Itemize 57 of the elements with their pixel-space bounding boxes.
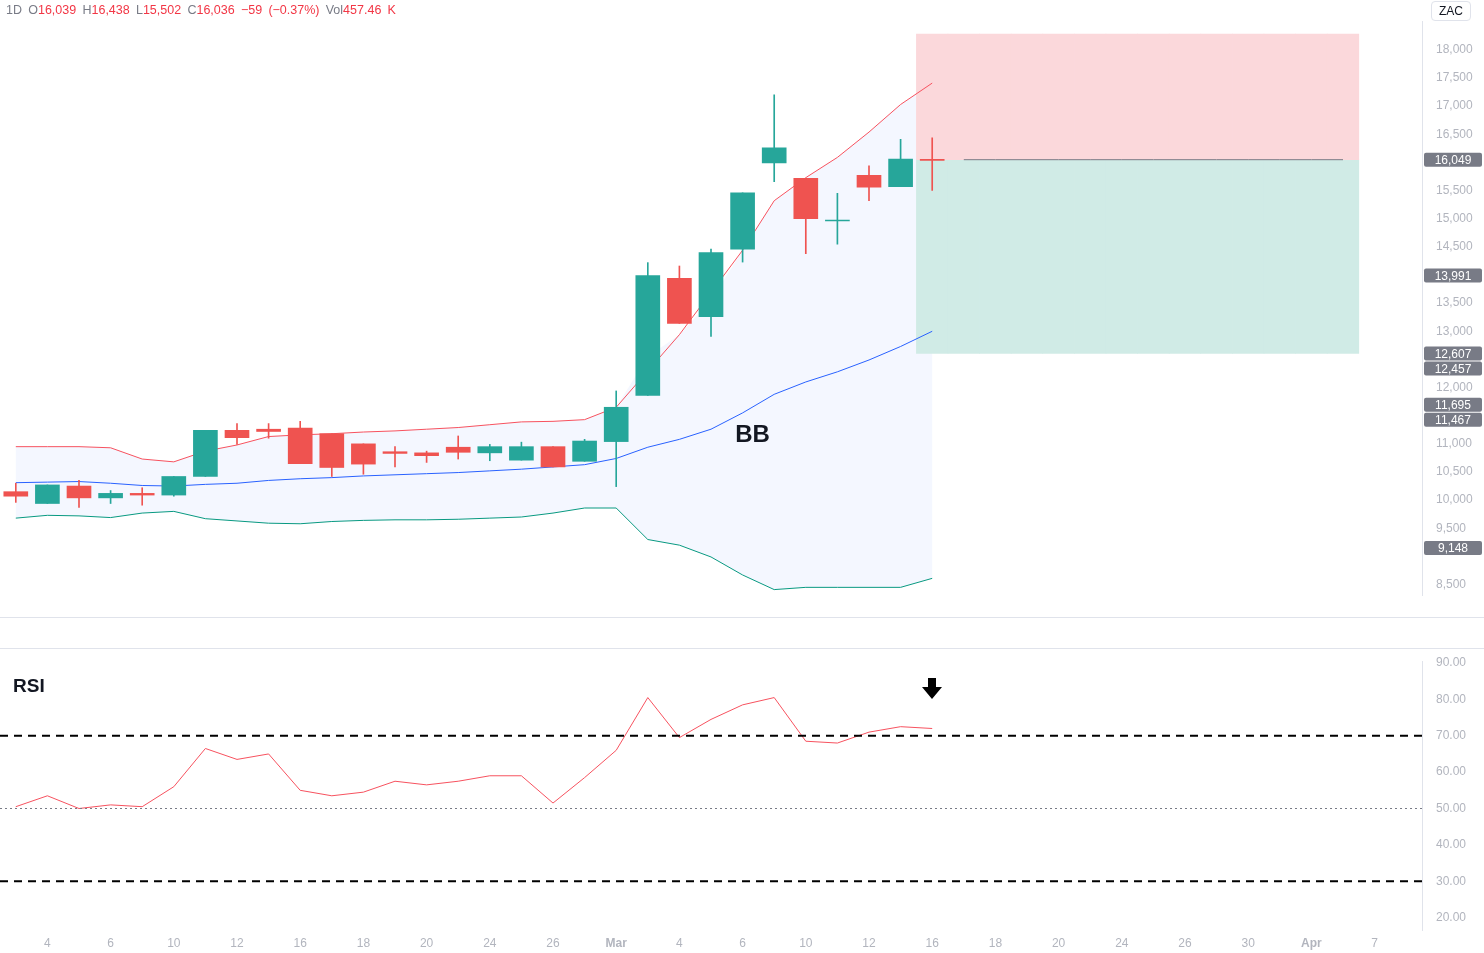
y-tick-label: 14,500: [1436, 239, 1474, 254]
text: 12,607: [1434, 346, 1472, 361]
x-tick-label: 12: [862, 935, 876, 950]
text: O16,039 H16,438 L15,502 C16,036 −59 (−0.37%) Vol457.46 K: [28, 3, 396, 17]
x-tick-label: 24: [483, 935, 497, 950]
text: 11,695: [1435, 398, 1472, 413]
y-tick-label: 16,500: [1436, 126, 1474, 141]
y-tick-label: 13,000: [1436, 323, 1474, 338]
x-tick-label: 30: [1241, 935, 1256, 950]
y-tick-label: 12,000: [1436, 379, 1474, 394]
y-tick-label: 10,000: [1436, 492, 1474, 507]
x-tick-label: Mar: [605, 935, 628, 950]
y-tick-label: 50.00: [1436, 800, 1467, 815]
x-tick-label: 4: [44, 935, 52, 950]
y-axis-title: ZAC: [1431, 1, 1471, 21]
x-tick-label: 12: [230, 935, 244, 950]
y-tick-label: 90.00: [1436, 655, 1467, 670]
y-tick-label: 13,500: [1436, 295, 1474, 310]
x-tick-label: 24: [1115, 935, 1129, 950]
y-tick-label: 20.00: [1436, 909, 1467, 924]
y-tick-label: 10,500: [1436, 464, 1474, 479]
x-tick-label: 26: [1178, 935, 1192, 950]
x-tick-label: 16: [925, 935, 940, 950]
x-tick-label: 20: [1051, 935, 1066, 950]
y-tick-label: 15,500: [1436, 182, 1474, 197]
chart-title: 1D: [6, 3, 22, 17]
x-tick-label: 20: [419, 935, 434, 950]
y-tick-label: 30.00: [1436, 873, 1467, 888]
y-tick-label: 60.00: [1436, 764, 1467, 779]
y-tick-label: 40.00: [1436, 837, 1467, 852]
x-tick-label: 26: [546, 935, 560, 950]
y-tick-label: 9,500: [1436, 520, 1467, 535]
y-tick-label: 18,000: [1436, 42, 1474, 57]
x-tick-label: 4: [676, 935, 684, 950]
y-tick-label: 17,000: [1436, 98, 1474, 113]
y-tick-label: 80.00: [1436, 691, 1467, 706]
y-tick-label: 15,000: [1436, 211, 1474, 226]
x-tick-label: 6: [107, 935, 115, 950]
x-tick-label: 10: [167, 935, 181, 950]
text: RSI: [13, 675, 45, 697]
text: 12,457: [1434, 361, 1472, 376]
text: 13,991: [1434, 268, 1472, 283]
x-tick-label: 10: [799, 935, 813, 950]
x-tick-label: 18: [988, 935, 1003, 950]
text: 9,148: [1437, 541, 1469, 556]
y-tick-label: 11,000: [1436, 436, 1473, 451]
x-tick-label: 6: [739, 935, 747, 950]
y-tick-label: 70.00: [1436, 728, 1467, 743]
x-tick-label: 18: [356, 935, 371, 950]
series-label: BB: [735, 419, 770, 447]
y-tick-label: 17,500: [1436, 70, 1474, 85]
text: 16,049: [1434, 153, 1472, 168]
x-tick-label: 16: [293, 935, 308, 950]
x-tick-label: 7: [1371, 935, 1379, 950]
text: 11,467: [1435, 413, 1472, 428]
x-tick-label: Apr: [1301, 935, 1323, 950]
y-tick-label: 8,500: [1436, 576, 1467, 591]
